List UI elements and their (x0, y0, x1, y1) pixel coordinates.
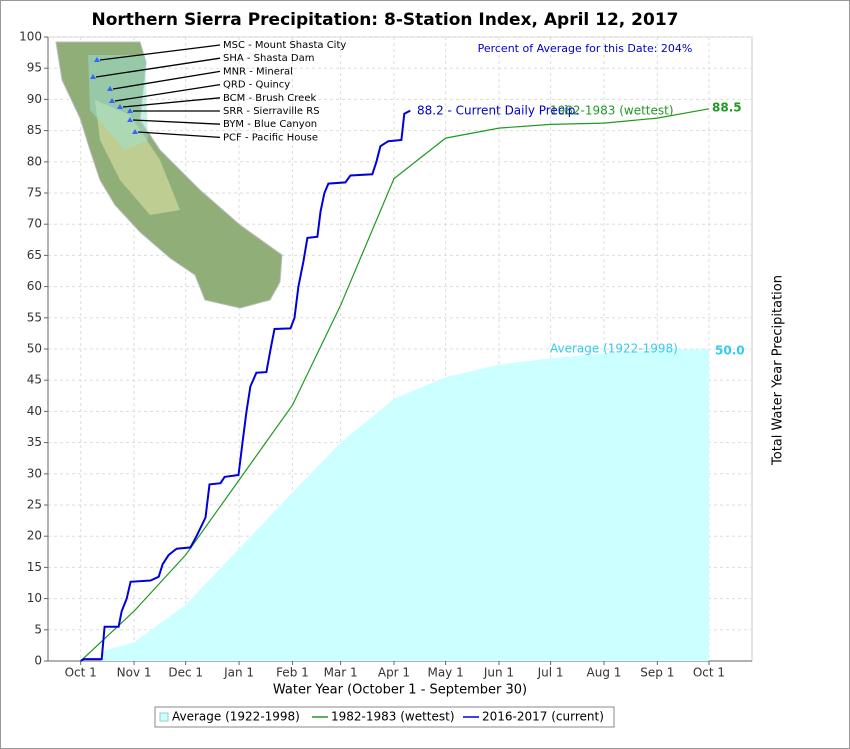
grid: 0 5 10 15 20 25 30 35 40 45 50 55 60 65 70 75 80 85 90 95 10… (19, 30, 752, 680)
area (101, 349, 709, 661)
y-tick-label: 95 (27, 61, 42, 75)
y-tick-label: 65 (27, 248, 42, 262)
annotation: Percent of Average for this Date: 204% (478, 42, 693, 55)
legend-label: 2016-2017 (current) (482, 710, 604, 724)
legend-label: Average (1922-1998) (172, 710, 300, 724)
legend-label: 1982-1983 (wettest) (331, 710, 455, 724)
x-tick-label: Nov 1 (117, 666, 152, 680)
y-tick-label: 30 (27, 466, 42, 480)
leader-line (132, 119, 221, 125)
station-marker (94, 57, 100, 62)
line (80, 108, 710, 662)
y2-axis-title: Total Water Year Precipitation (771, 275, 786, 466)
station-label: BCM - Brush Creek (223, 93, 316, 104)
x-tick-label: May 1 (427, 666, 463, 680)
x-tick-label: Jul 1 (537, 666, 564, 680)
x-tick-label: Jun 1 (483, 666, 514, 680)
station-label: QRD - Quincy (223, 80, 290, 91)
legend (154, 706, 615, 728)
x-tick-label: Sep 1 (640, 666, 674, 680)
station-marker (127, 117, 133, 122)
y-tick-label: 5 (34, 622, 42, 636)
x-tick-label: Oct 1 (65, 666, 97, 680)
y-tick-label: 80 (27, 154, 42, 168)
station-marker (90, 74, 96, 79)
x-tick-label: Jan 1 (223, 666, 254, 680)
station-label: MSC - Mount Shasta City (223, 40, 346, 51)
station-marker (127, 108, 133, 113)
y-tick-label: 50 (27, 342, 42, 356)
x-tick-label: Feb 1 (276, 666, 309, 680)
region (88, 55, 148, 150)
x-tick-label: Aug 1 (587, 666, 622, 680)
x-tick-label: Dec 1 (168, 666, 203, 680)
y-tick-label: 70 (27, 217, 42, 231)
leader-line (95, 57, 221, 78)
y-tick-label: 10 (27, 591, 42, 605)
x-tick-label: Mar 1 (324, 666, 358, 680)
legend-items: Average (1922-1998) 1982-1983 (wettest) 20… (159, 710, 604, 724)
y-tick-label: 0 (34, 654, 42, 668)
map (55, 41, 283, 309)
x-axis-title: Water Year (October 1 - September 30) (273, 683, 527, 698)
chart-title: Northern Sierra Precipitation: 8-Station… (91, 10, 678, 30)
series-label: Average (1922-1998) (550, 342, 678, 356)
station-label: MNR - Mineral (223, 66, 293, 77)
line (80, 109, 411, 662)
end-label: 88.5 (712, 101, 742, 115)
y-tick-label: 85 (27, 123, 42, 137)
leader-line (112, 70, 221, 90)
y-tick-label: 40 (27, 404, 42, 418)
y-tick-label: 20 (27, 529, 42, 543)
y-tick-label: 60 (27, 279, 42, 293)
y-tick-label: 75 (27, 186, 42, 200)
x-tick-label: Apr 1 (378, 666, 410, 680)
station-marker (132, 129, 138, 134)
station-marker (109, 98, 115, 103)
station-label: PCF - Pacific House (223, 132, 318, 143)
y-tick-label: 100 (19, 30, 42, 44)
series-label: 1982-1983 (wettest) (550, 104, 674, 118)
end-label: 50.0 (715, 344, 745, 358)
leader-line (99, 44, 221, 61)
y-tick-label: 90 (27, 92, 42, 106)
annotation: 88.2 - Current Daily Precip. (417, 104, 579, 118)
station-label: BYM - Blue Canyon (223, 119, 317, 130)
leader-line (122, 97, 221, 108)
y-tick-label: 25 (27, 498, 42, 512)
y-tick-label: 55 (27, 310, 42, 324)
y-tick-label: 15 (27, 560, 42, 574)
marks: Average (1922-1998) 50.0 1982-1983 (wettes… (80, 101, 745, 662)
leader-line (114, 83, 221, 102)
x-tick-label: Oct 1 (693, 666, 725, 680)
stations: MSC - Mount Shasta City SHA - Shasta Dam M… (90, 40, 346, 143)
y-tick-label: 45 (27, 373, 42, 387)
station-marker (117, 104, 123, 109)
station-label: SRR - Sierraville RS (223, 106, 320, 117)
station-label: SHA - Shasta Dam (223, 53, 315, 64)
legend-swatch (159, 712, 169, 722)
station-marker (107, 86, 113, 91)
y-tick-label: 35 (27, 435, 42, 449)
leader-line (137, 131, 221, 139)
